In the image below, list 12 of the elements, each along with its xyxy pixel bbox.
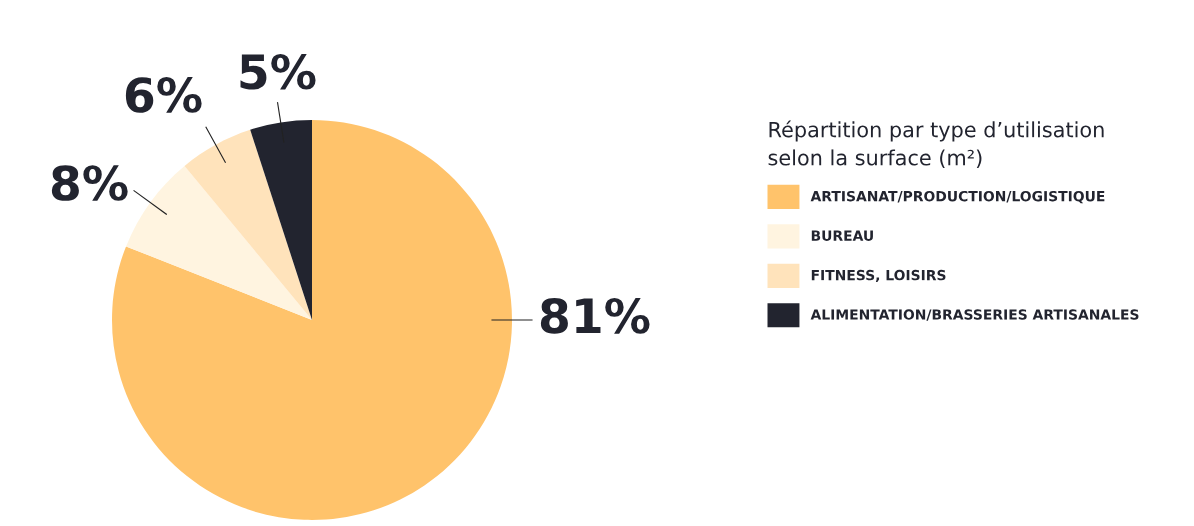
legend-label: FITNESS, LOISIRS (811, 269, 946, 283)
data-label: 8% (51, 165, 128, 201)
legend-label: ARTISANAT/PRODUCTION/LOGISTIQUE (810, 190, 1105, 204)
pie-slice (126, 165, 312, 320)
data-label: 5% (240, 53, 316, 90)
data-label: 6% (125, 77, 202, 113)
pie-slice (250, 120, 312, 320)
legend-title: Répartition par type d’utilisation selon la surface (m²) (768, 120, 1104, 168)
data-label: 81% (540, 297, 650, 334)
legend-label: BUREAU (811, 230, 873, 241)
legend-label: ALIMENTATION/BRASSERIES ARTISANALES (810, 309, 1139, 321)
pie-slice (184, 129, 312, 320)
